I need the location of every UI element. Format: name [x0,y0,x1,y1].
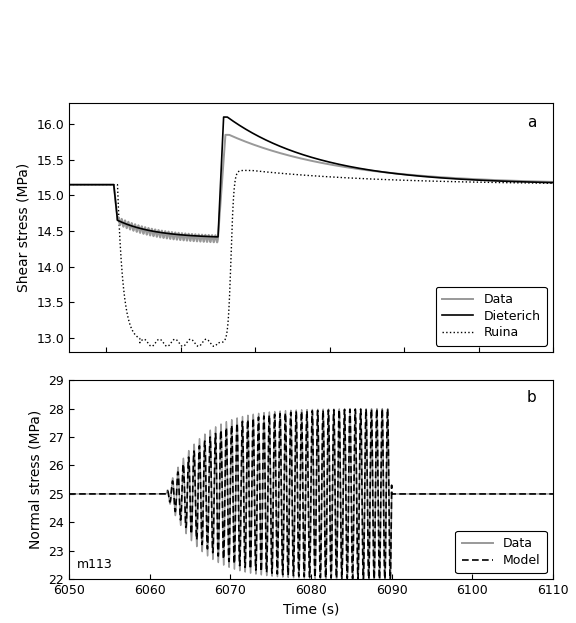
Y-axis label: Shear stress (MPa): Shear stress (MPa) [17,163,31,292]
Legend: Data, Model: Data, Model [456,531,547,573]
Legend: Data, Dieterich, Ruina: Data, Dieterich, Ruina [436,287,547,346]
Text: b: b [526,390,536,405]
X-axis label: Time (s): Time (s) [283,603,339,617]
Y-axis label: Normal stress (MPa): Normal stress (MPa) [29,410,43,549]
Text: a: a [526,115,536,130]
Text: m113: m113 [77,558,112,571]
